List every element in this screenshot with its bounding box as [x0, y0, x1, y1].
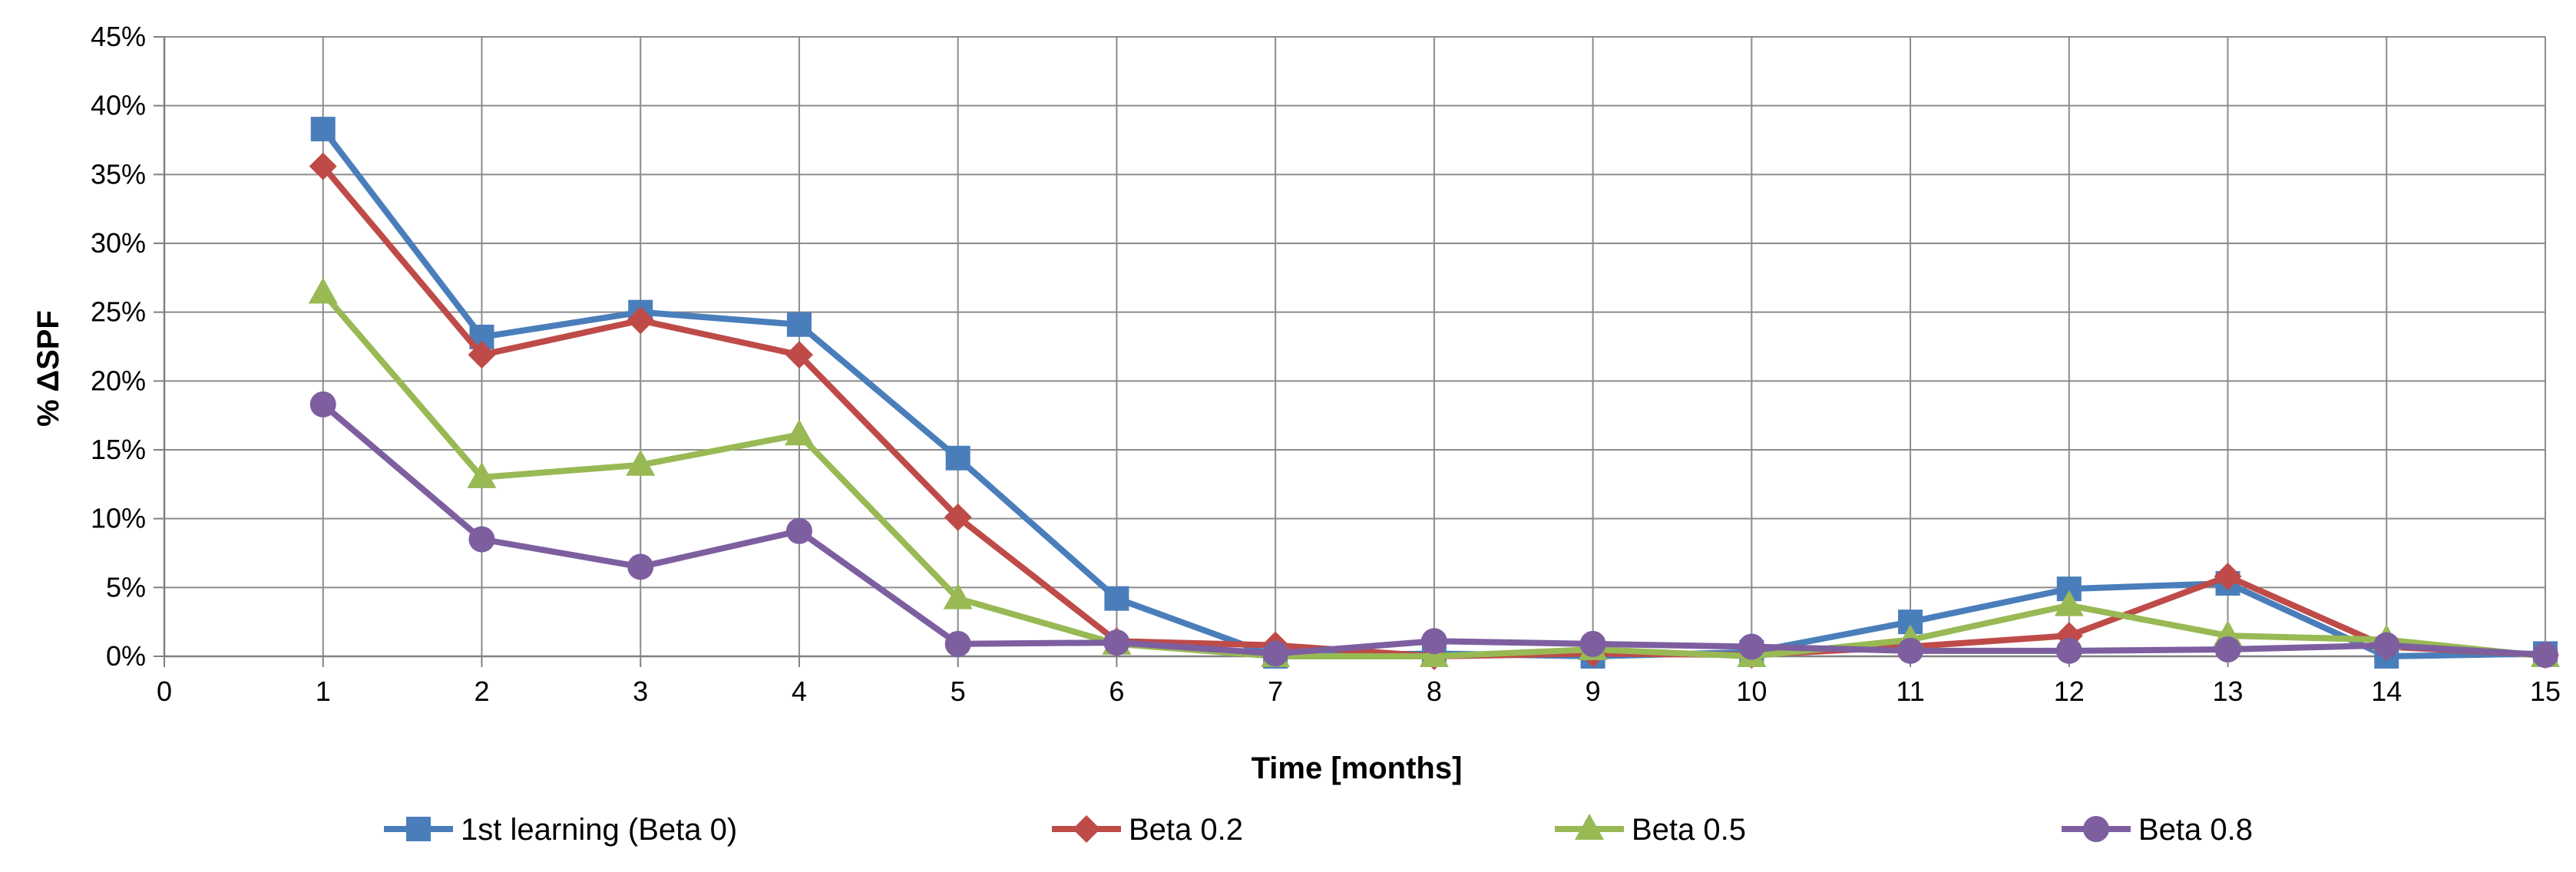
x-tick-label: 9	[1586, 675, 1601, 707]
x-tick-label: 3	[633, 675, 648, 707]
x-tick-label: 2	[474, 675, 489, 707]
legend-item: Beta 0.5	[1555, 813, 1746, 847]
data-point	[2214, 636, 2241, 663]
x-tick-label: 0	[157, 675, 172, 707]
data-point	[2054, 590, 2084, 616]
legend: 1st learning (Beta 0) Beta 0.2 Beta 0.5 Bet…	[384, 813, 2253, 847]
legend-label: 1st learning (Beta 0)	[461, 813, 737, 847]
legend-label: Beta 0.2	[1129, 813, 1243, 847]
data-point	[627, 306, 655, 335]
series-lines	[308, 117, 2560, 670]
data-point	[2373, 632, 2400, 659]
legend-marker	[1575, 814, 1604, 840]
legend-marker	[1073, 815, 1100, 843]
x-tick-label: 11	[1896, 675, 1924, 707]
legend-marker	[2083, 816, 2109, 842]
legend-item: Beta 0.2	[1052, 813, 1243, 847]
x-tick-label: 13	[2213, 675, 2244, 707]
x-tick-label: 14	[2371, 675, 2402, 707]
data-point	[2532, 642, 2558, 669]
y-tick-label: 15%	[91, 434, 146, 465]
y-tick-label: 45%	[91, 21, 146, 52]
y-axis-title: % ΔSPF	[31, 310, 65, 427]
data-point	[2055, 637, 2082, 664]
data-point	[468, 526, 495, 553]
y-tick-label: 0%	[106, 640, 146, 672]
data-point	[626, 449, 656, 476]
data-point	[944, 503, 972, 531]
data-point	[627, 553, 654, 580]
series-4	[309, 391, 2558, 669]
x-tick-label: 8	[1427, 675, 1442, 707]
data-point	[308, 277, 338, 304]
data-point	[785, 517, 812, 544]
x-tick-labels: 0 1 2 3 4 5 6 7 8 9 10 11 12 13 14 15	[157, 675, 2561, 707]
x-tick-label: 4	[792, 675, 807, 707]
x-tick-label: 7	[1268, 675, 1283, 707]
axes	[154, 36, 2546, 667]
data-point	[943, 583, 973, 609]
x-tick-label: 5	[951, 675, 966, 707]
data-point	[1103, 629, 1130, 656]
x-tick-label: 12	[2054, 675, 2085, 707]
data-point	[945, 445, 971, 471]
x-tick-label: 1	[316, 675, 331, 707]
legend-label: Beta 0.5	[1632, 813, 1746, 847]
y-tick-label: 10%	[91, 503, 146, 534]
data-point	[1104, 586, 1129, 611]
legend-item: 1st learning (Beta 0)	[384, 813, 737, 847]
data-point	[468, 341, 496, 369]
y-tick-labels: 0% 5% 10% 15% 20% 25% 30% 35% 40% 45%	[91, 21, 146, 672]
y-tick-label: 20%	[91, 365, 146, 396]
x-axis-title: Time [months]	[1252, 751, 1463, 785]
data-point	[784, 419, 814, 446]
data-point	[467, 461, 497, 488]
legend-marker	[406, 817, 431, 841]
y-tick-label: 40%	[91, 90, 146, 121]
data-point	[309, 391, 336, 418]
data-point	[944, 630, 971, 657]
y-tick-label: 5%	[106, 571, 146, 603]
data-point	[1897, 637, 1924, 664]
data-point	[1579, 630, 1606, 657]
legend-label: Beta 0.8	[2138, 813, 2253, 847]
data-point	[1420, 628, 1447, 655]
data-point	[2214, 562, 2242, 590]
data-point	[785, 341, 813, 369]
data-point	[1262, 640, 1289, 667]
data-point	[786, 312, 812, 337]
x-tick-label: 15	[2530, 675, 2561, 707]
x-tick-label: 10	[1736, 675, 1767, 707]
legend-item: Beta 0.8	[2062, 813, 2253, 847]
y-tick-label: 30%	[91, 227, 146, 259]
y-tick-label: 35%	[91, 158, 146, 190]
data-point	[310, 117, 336, 142]
x-tick-label: 6	[1109, 675, 1124, 707]
data-point	[309, 152, 337, 180]
data-point	[1738, 633, 1765, 660]
y-tick-label: 25%	[91, 296, 146, 328]
